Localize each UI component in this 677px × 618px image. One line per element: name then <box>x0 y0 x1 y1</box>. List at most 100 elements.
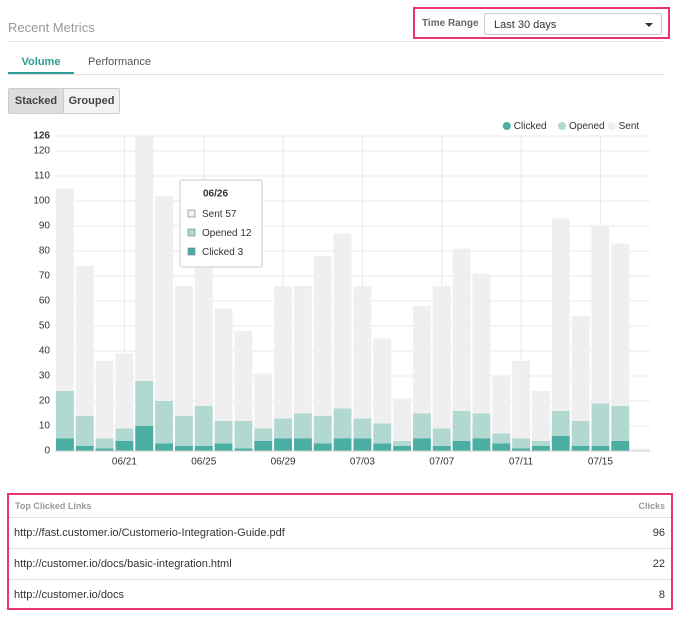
bar <box>56 438 74 451</box>
y-tick-label: 100 <box>33 196 50 207</box>
bar <box>175 446 193 451</box>
divider <box>8 74 664 75</box>
tab[interactable]: Volume <box>21 56 61 68</box>
bar <box>432 286 451 451</box>
x-tick-label: 07/03 <box>350 457 375 468</box>
highlight <box>7 493 673 610</box>
table-row: http://customer.io/docs/basic-integratio… <box>9 549 671 580</box>
y-tick-label: 10 <box>39 421 51 432</box>
tooltip-title: 06/26 <box>203 189 228 200</box>
tooltip-value: 12 <box>240 228 252 239</box>
y-tick-label: 80 <box>39 246 51 257</box>
button[interactable]: Stacked <box>9 89 64 113</box>
tooltip-series: Sent <box>202 209 223 220</box>
x-tick-label: 06/29 <box>271 457 296 468</box>
caret <box>645 23 653 31</box>
bar <box>194 446 213 451</box>
bar <box>155 196 173 451</box>
legend-label: Opened <box>569 121 605 132</box>
y-tick-label: 0 <box>44 446 50 457</box>
table-row: http://fast.customer.io/Customerio-Integ… <box>9 518 671 549</box>
bar <box>175 286 193 451</box>
bar <box>571 316 590 451</box>
bar <box>413 438 431 451</box>
table-row: http://customer.io/docs 8 <box>9 580 671 610</box>
tab-underline <box>8 72 74 74</box>
bar <box>214 308 233 451</box>
tooltip-swatch <box>187 209 196 218</box>
bar <box>611 441 630 451</box>
links-table: Top Clicked Links Clicks http://fast.custo… <box>9 495 671 610</box>
tooltip-series: Opened <box>202 228 238 239</box>
bar <box>95 438 114 451</box>
bar <box>254 441 273 451</box>
bar <box>353 438 372 451</box>
cell: 96 <box>652 527 665 539</box>
y-tick-label: 126 <box>33 131 50 142</box>
tooltip-series: Clicked <box>202 247 235 258</box>
x-tick-label: 06/25 <box>191 457 216 468</box>
y-tick-label: 30 <box>39 371 51 382</box>
cell: http://customer.io/docs <box>14 589 125 601</box>
bar <box>611 406 630 451</box>
bar <box>333 233 352 451</box>
tooltip-item: Opened 12 <box>202 228 252 239</box>
bar <box>551 436 570 451</box>
bar <box>75 416 94 451</box>
bar <box>492 376 511 451</box>
time-range-select[interactable]: Last 30 days <box>484 13 662 35</box>
bar <box>393 398 411 451</box>
tooltip-item: Sent 57 <box>202 209 237 220</box>
bar <box>452 248 471 451</box>
button-group: Stacked Grouped <box>8 88 120 114</box>
bar <box>214 443 233 451</box>
bar <box>135 426 154 451</box>
tooltip-value: 3 <box>238 247 244 258</box>
section-title: Recent Metrics <box>8 20 95 35</box>
bar <box>234 421 253 451</box>
bar <box>512 448 530 451</box>
bar <box>512 438 530 451</box>
cell: http://fast.customer.io/Customerio-Integ… <box>14 527 285 539</box>
cell: 22 <box>652 558 665 570</box>
bar <box>313 416 332 451</box>
bar <box>571 421 590 451</box>
bar <box>115 441 134 451</box>
bar <box>393 446 411 451</box>
bar <box>512 361 530 451</box>
legend-swatch <box>558 122 566 130</box>
bar <box>294 286 312 451</box>
bar <box>611 243 630 451</box>
bar <box>95 361 114 451</box>
bar <box>175 416 193 451</box>
bar <box>571 446 590 451</box>
header-cell: Clicks <box>638 501 665 511</box>
bar <box>115 353 134 451</box>
y-tick-label: 90 <box>39 221 51 232</box>
legend-label: Clicked <box>514 121 547 132</box>
bar <box>591 446 610 451</box>
tooltip-box <box>179 179 263 268</box>
button[interactable]: Grouped <box>64 89 119 113</box>
bar <box>333 438 352 451</box>
tooltip-swatch <box>187 247 196 256</box>
bar <box>234 448 253 451</box>
bar <box>274 286 292 451</box>
bar <box>373 443 392 451</box>
header-cell: Top Clicked Links <box>15 501 92 511</box>
bar <box>532 391 550 451</box>
tab[interactable]: Performance <box>88 56 151 68</box>
bar <box>472 273 491 451</box>
legend-swatch <box>502 122 511 130</box>
select-value: Last 30 days <box>494 19 557 31</box>
x-tick-label: 06/21 <box>112 457 137 468</box>
bar <box>472 438 491 451</box>
y-tick-label: 40 <box>39 346 51 357</box>
bar <box>313 256 332 451</box>
legend-swatch <box>607 122 616 130</box>
y-tick-label: 70 <box>39 271 51 282</box>
bar <box>274 438 292 451</box>
bar <box>194 406 213 451</box>
legend-label: Sent <box>619 121 640 132</box>
bar <box>75 266 94 451</box>
